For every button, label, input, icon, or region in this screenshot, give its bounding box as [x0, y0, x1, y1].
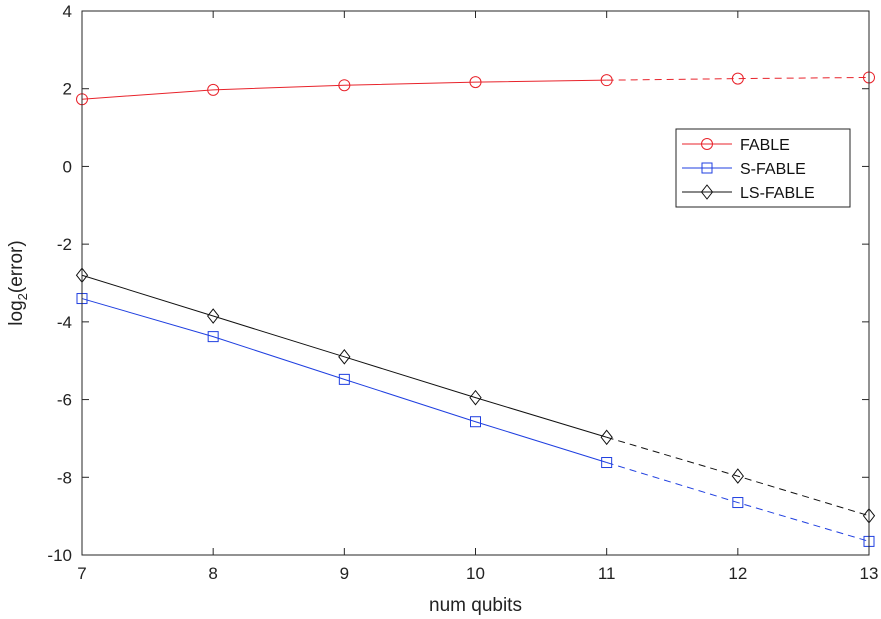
legend-marker-2	[700, 184, 714, 200]
plot-area-frame	[81, 10, 870, 556]
data-point-0-3	[469, 76, 482, 89]
series-ls-fable	[75, 267, 876, 524]
y-tick-label-7: 4	[63, 2, 72, 21]
series-s-fable	[76, 293, 875, 547]
y-axis-label: log2(error)	[6, 240, 30, 325]
series-line-dashed-2	[606, 436, 870, 517]
legend-entry-1: S-FABLE	[740, 161, 806, 178]
y-axis-label-subscript: 2	[15, 293, 30, 300]
data-point-0-2	[338, 79, 351, 92]
y-tick-label-6: 2	[63, 80, 72, 99]
series-line-solid-1	[81, 298, 607, 463]
x-tick-label-4: 11	[598, 564, 616, 583]
legend-marker-0	[701, 138, 713, 150]
data-point-1-2	[338, 373, 350, 385]
y-tick-label-5: 0	[63, 157, 72, 176]
series-line-solid-2	[81, 274, 607, 438]
x-axis-label: num qubits	[429, 595, 522, 616]
y-tick-label-2: -6	[57, 391, 72, 410]
data-point-1-4	[601, 457, 613, 469]
legend-entry-2: LS-FABLE	[740, 185, 815, 202]
x-tick-label-1: 8	[208, 564, 217, 583]
y-tick-label-0: -10	[47, 546, 72, 565]
x-tick-label-6: 13	[860, 564, 879, 583]
series-line-dashed-1	[606, 462, 870, 542]
y-tick-label-4: -2	[57, 235, 72, 254]
data-point-2-2	[338, 349, 351, 365]
y-axis-label-base: log	[6, 300, 27, 325]
data-point-0-4	[600, 74, 613, 87]
x-tick-label-0: 7	[77, 564, 86, 583]
data-point-2-3	[469, 389, 482, 406]
data-point-0-5	[731, 72, 744, 85]
series-line-solid-0	[81, 79, 607, 100]
data-point-2-5	[731, 468, 744, 484]
plot-marks	[75, 71, 876, 547]
x-tick-label-5: 12	[728, 564, 747, 583]
x-tick-label-3: 10	[466, 564, 485, 583]
data-point-1-3	[470, 416, 481, 428]
legend-entry-0: FABLE	[740, 137, 790, 154]
data-point-1-5	[732, 497, 744, 509]
data-point-1-1	[207, 331, 219, 343]
data-point-2-4	[600, 429, 613, 446]
series-line-dashed-0	[606, 76, 870, 81]
x-tick-label-2: 9	[340, 564, 349, 583]
legend: FABLE S-FABLE LS-FABLE	[675, 128, 851, 208]
data-point-2-1	[207, 308, 220, 324]
data-point-0-1	[207, 83, 220, 96]
axis-ticks: 7 8 9 10 11 12 13 -10 -8 -6 -4 -2 0 2 4	[47, 2, 878, 583]
series-fable	[76, 71, 875, 106]
y-axis-label-rest: (error)	[6, 240, 27, 293]
y-tick-label-3: -4	[57, 313, 72, 332]
legend-marker-1	[701, 162, 713, 174]
y-tick-label-1: -8	[57, 468, 72, 487]
